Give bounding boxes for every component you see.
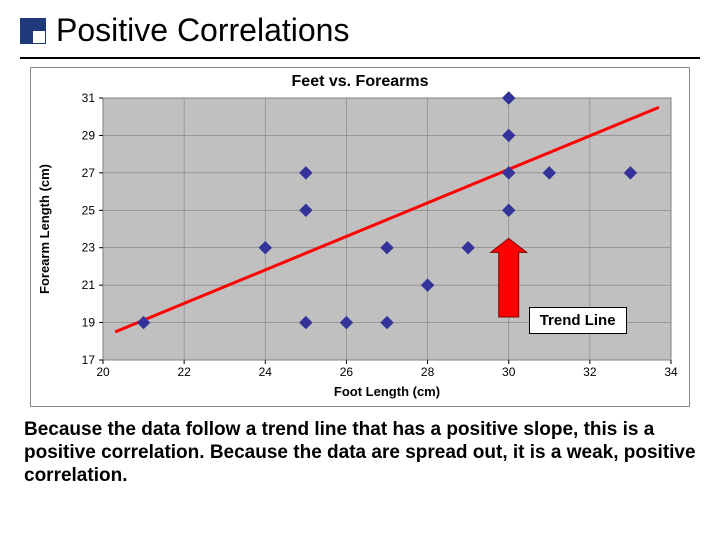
svg-text:21: 21 (82, 278, 96, 292)
svg-text:25: 25 (82, 203, 96, 217)
svg-text:Forearm Length (cm): Forearm Length (cm) (37, 164, 52, 294)
svg-text:28: 28 (421, 365, 435, 379)
svg-text:29: 29 (82, 128, 96, 142)
svg-text:20: 20 (96, 365, 110, 379)
svg-text:26: 26 (340, 365, 354, 379)
svg-text:27: 27 (82, 166, 96, 180)
svg-text:17: 17 (82, 353, 96, 367)
svg-text:Feet vs. Forearms: Feet vs. Forearms (292, 73, 429, 90)
svg-text:30: 30 (502, 365, 516, 379)
svg-text:19: 19 (82, 316, 96, 330)
trend-line-callout: Trend Line (529, 307, 627, 334)
body-text: Because the data follow a trend line tha… (20, 419, 700, 487)
chart-container: 20 22 24 26 28 30 32 34 17 19 21 23 25 27 29 31 Feet vs.… (30, 67, 690, 407)
svg-text:34: 34 (664, 365, 678, 379)
slide-container: Positive Correlations 20 22 24 26 28 30 32 34 17… (0, 0, 720, 540)
svg-text:23: 23 (82, 241, 96, 255)
title-bullet-icon (20, 18, 46, 44)
svg-text:32: 32 (583, 365, 597, 379)
svg-text:22: 22 (177, 365, 191, 379)
title-row: Positive Correlations (20, 12, 700, 49)
title-divider (20, 57, 700, 59)
scatter-chart: 20 22 24 26 28 30 32 34 17 19 21 23 25 27 29 31 Feet vs.… (31, 68, 689, 406)
svg-text:24: 24 (259, 365, 273, 379)
page-title: Positive Correlations (56, 12, 349, 49)
svg-text:Foot Length (cm): Foot Length (cm) (334, 384, 440, 399)
svg-text:31: 31 (82, 91, 96, 105)
